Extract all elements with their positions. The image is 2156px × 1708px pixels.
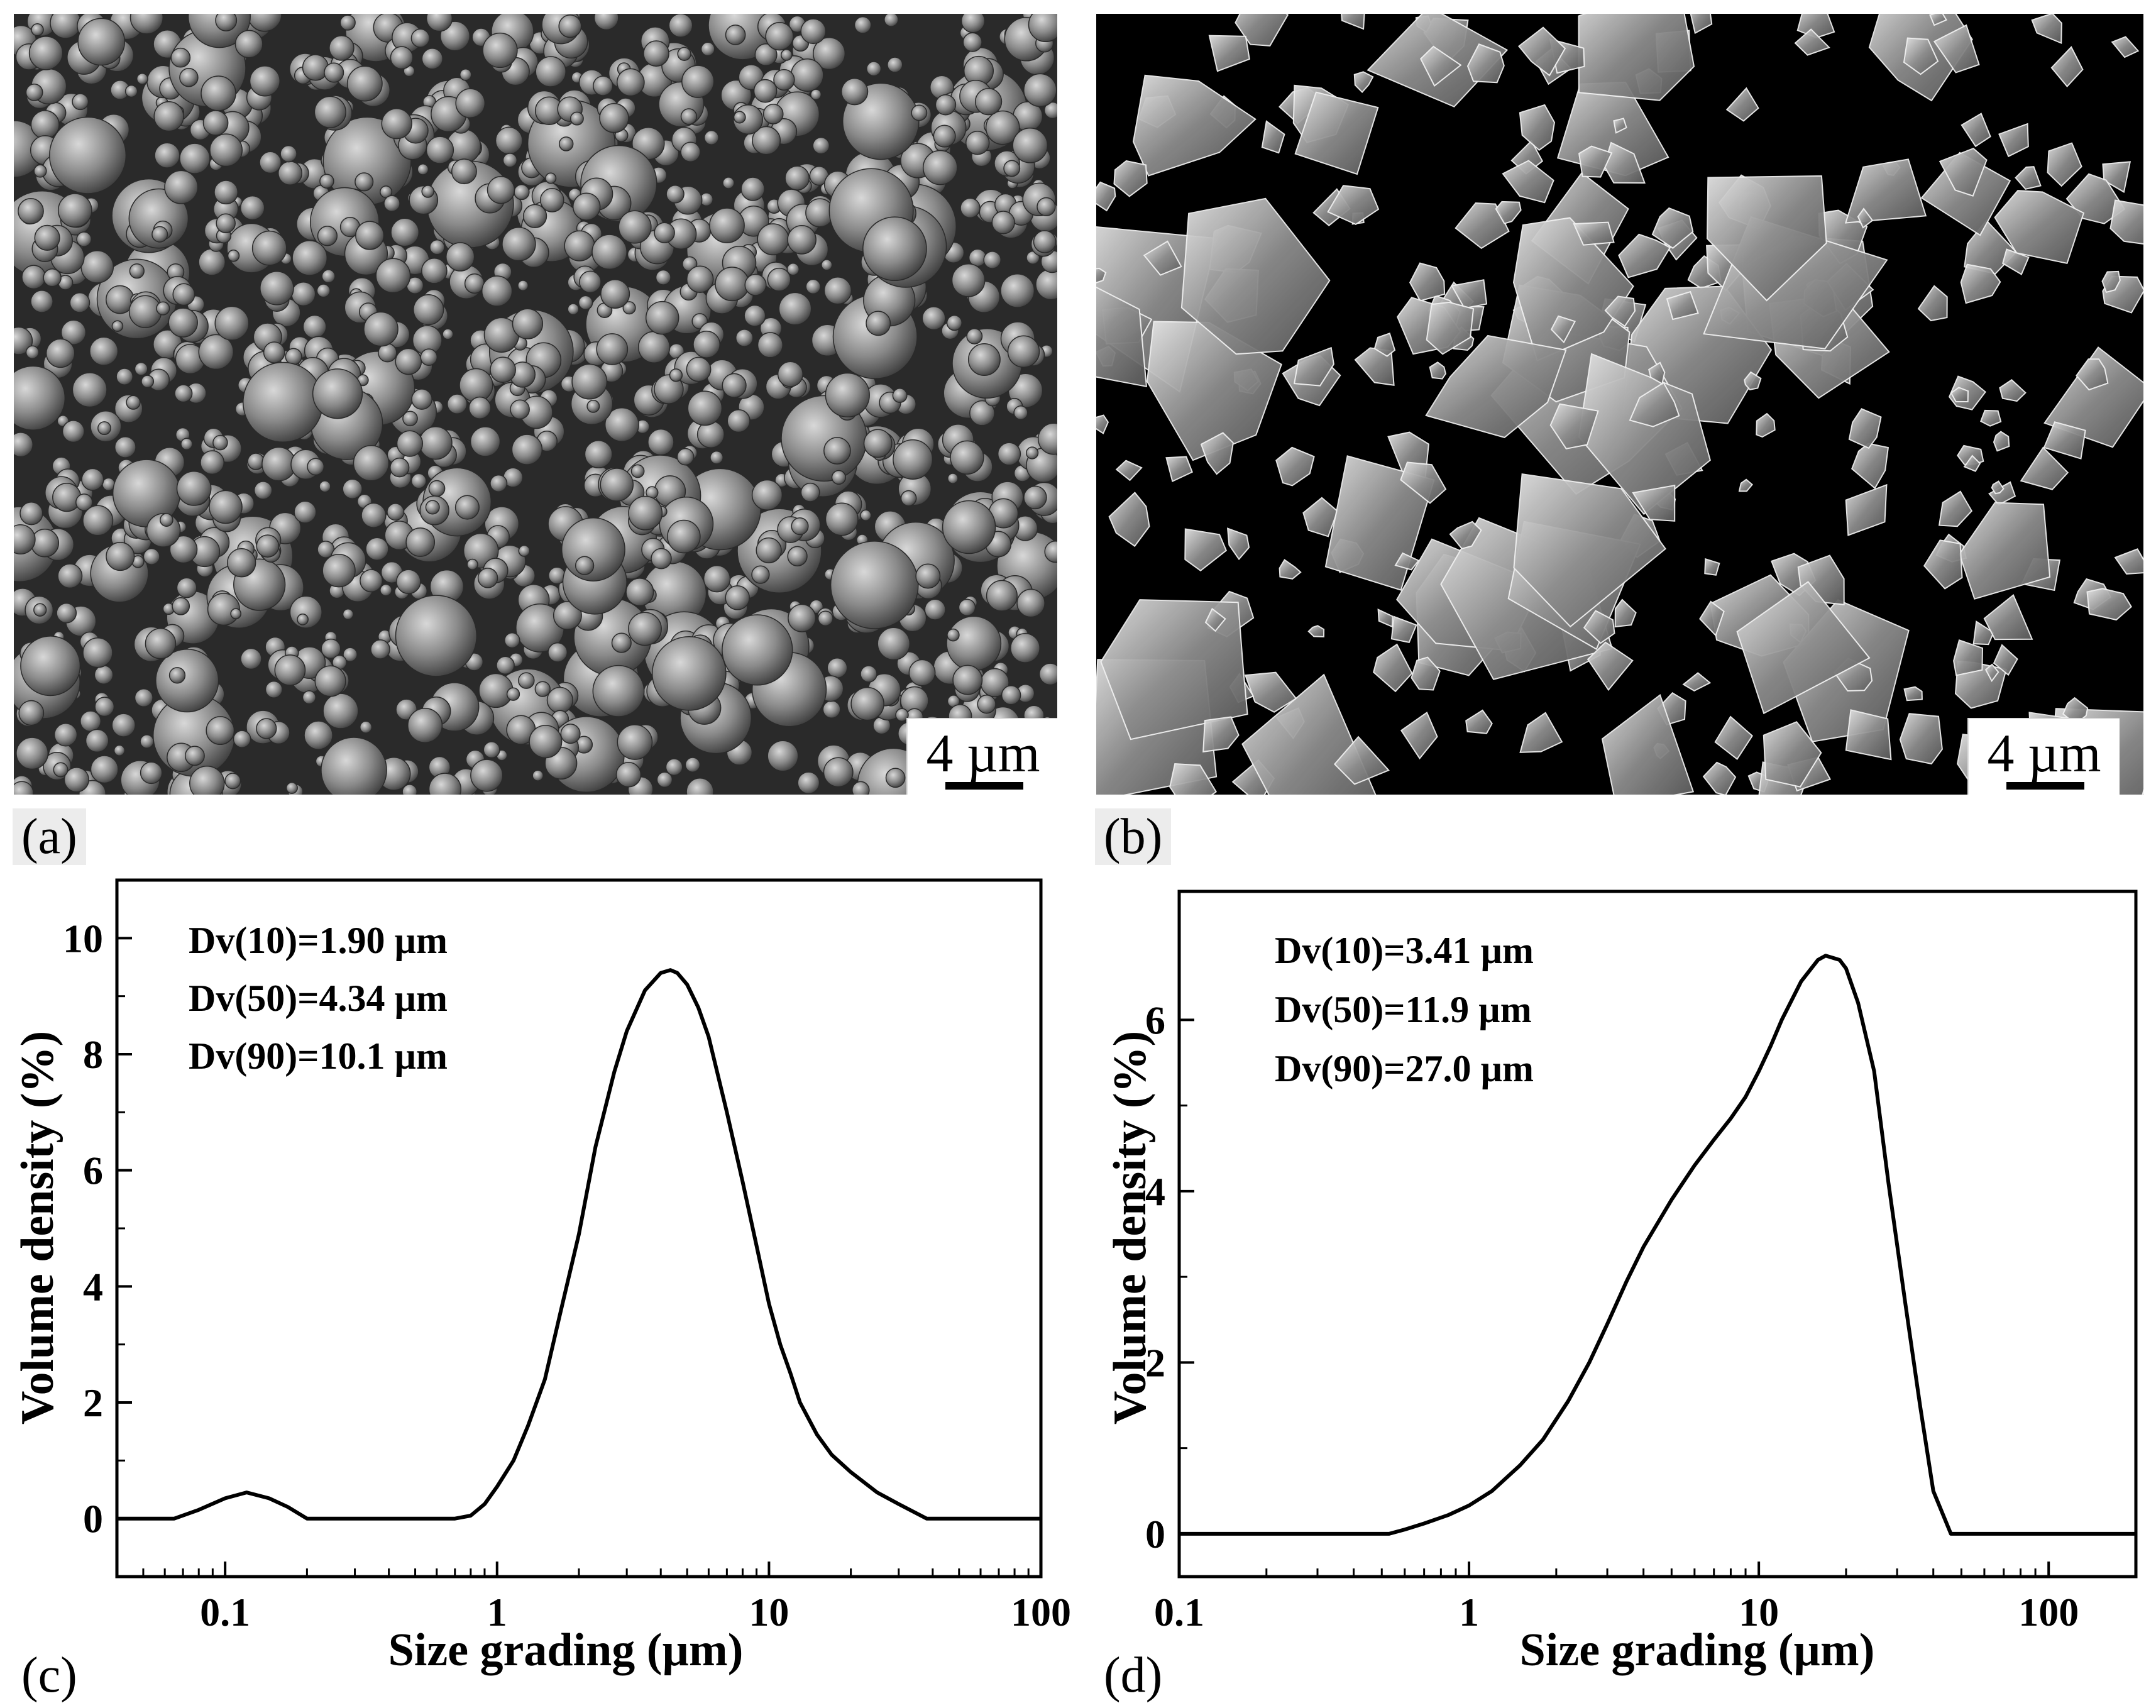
x-tick-label-d-2: 10 (1739, 1590, 1779, 1634)
chart-d-plot: 0.1 1 10 100 0 2 4 6 (1145, 890, 2138, 1634)
x-tick-label-c-0: 0.1 (200, 1590, 250, 1634)
x-tick-label-d-3: 100 (2018, 1590, 2079, 1634)
annotation-c-3: Dv(90)=10.1 µm (189, 1035, 448, 1077)
x-axis-label-d: Size grading (µm) (1519, 1624, 1875, 1676)
sem-image-b: 4 µm (1096, 14, 2143, 795)
plot-frame-d (1177, 890, 2138, 1579)
panel-label-a: (a) (13, 808, 86, 865)
chart-c-plot: 0.1 1 10 100 0 2 4 6 8 10 (63, 878, 1071, 1634)
y-tick-label-d-2: 4 (1145, 1169, 1165, 1214)
panel-label-b: (b) (1095, 808, 1172, 865)
chart-d: 0.1 1 10 100 0 2 4 6 (0, 868, 2156, 1708)
panel-label-c: (c) (13, 1647, 86, 1704)
x-tick-label-c-2: 10 (749, 1590, 789, 1634)
scale-bar-label-a: 4 µm (926, 723, 1040, 783)
x-tick-label-d-0: 0.1 (1154, 1590, 1204, 1634)
series-line-c-0 (117, 968, 1041, 1521)
y-tick-label-d-3: 6 (1145, 998, 1165, 1042)
sem-b-texture (1096, 14, 2143, 795)
y-tick-label-c-5: 10 (63, 916, 103, 961)
scale-bar-line-a (945, 782, 1023, 790)
annotation-d-1: Dv(10)=3.41 µm (1275, 930, 1534, 971)
x-tick-label-c-3: 100 (1011, 1590, 1071, 1634)
series-line-d-0 (1179, 954, 2136, 1536)
y-tick-label-c-0: 0 (83, 1497, 103, 1541)
x-tick-label-d-1: 1 (1459, 1590, 1479, 1634)
annotation-c-1: Dv(10)=1.90 µm (189, 920, 448, 961)
annotation-d-2: Dv(50)=11.9 µm (1275, 989, 1532, 1030)
annotation-c-2: Dv(50)=4.34 µm (189, 978, 448, 1019)
scale-bar-b: 4 µm (1967, 718, 2120, 795)
y-axis-label-d: Volume density (%) (1104, 1030, 1156, 1425)
scale-bar-label-b: 4 µm (1987, 723, 2101, 783)
y-tick-label-d-0: 0 (1145, 1512, 1165, 1556)
sem-image-a: 4 µm (14, 14, 1057, 795)
annotation-d-3: Dv(90)=27.0 µm (1275, 1048, 1534, 1089)
panel-label-d: (d) (1095, 1647, 1172, 1704)
y-tick-label-c-2: 4 (83, 1264, 103, 1309)
sem-angular-particles (1096, 14, 2143, 795)
chart-c: 0.1 1 10 100 0 2 4 6 8 10 (0, 868, 1071, 1708)
scale-bar-a: 4 µm (906, 718, 1057, 795)
sem-spherical-particles (14, 14, 1057, 795)
y-tick-label-c-3: 6 (83, 1149, 103, 1193)
y-tick-label-d-1: 2 (1145, 1340, 1165, 1385)
y-tick-label-c-1: 2 (83, 1380, 103, 1425)
scale-bar-line-b (2006, 782, 2084, 790)
y-tick-label-c-4: 8 (83, 1032, 103, 1077)
x-axis-label-c: Size grading (µm) (388, 1624, 744, 1676)
sem-a-texture (14, 14, 1057, 795)
x-tick-label-c-1: 1 (487, 1590, 507, 1634)
